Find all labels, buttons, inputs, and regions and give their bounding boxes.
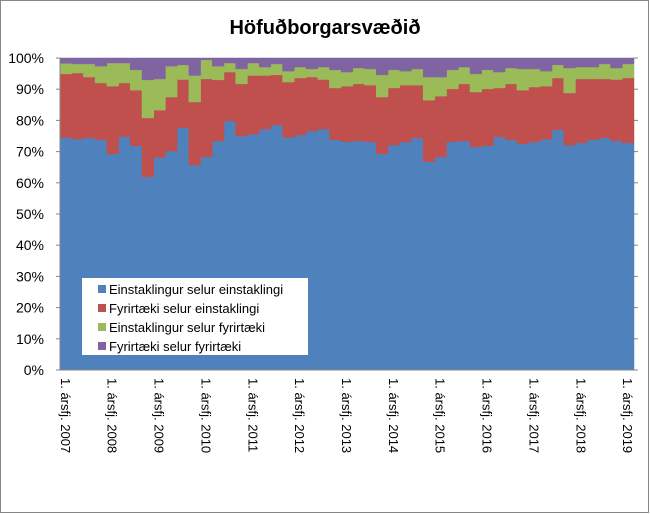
x-tick-label: 1. ársfj. 2016 bbox=[480, 378, 495, 453]
x-tick-label: 1. ársfj. 2010 bbox=[198, 378, 213, 453]
legend-item: Fyrirtæki selur fyrirtæki bbox=[98, 339, 241, 354]
legend-box bbox=[82, 278, 308, 355]
chart-title: Höfuðborgarsvæðið bbox=[229, 17, 420, 39]
x-tick-label: 1. ársfj. 2013 bbox=[339, 378, 354, 453]
x-tick-label: 1. ársfj. 2015 bbox=[433, 378, 448, 453]
x-tick-label: 1. ársfj. 2019 bbox=[620, 378, 635, 453]
x-tick-label: 1. ársfj. 2007 bbox=[58, 378, 73, 453]
legend-item: Einstaklingur selur fyrirtæki bbox=[98, 320, 265, 335]
x-tick-label: 1. ársfj. 2012 bbox=[292, 378, 307, 453]
legend-item: Fyrirtæki selur einstaklingi bbox=[98, 301, 259, 316]
x-tick-label: 1. ársfj. 2011 bbox=[245, 378, 260, 452]
y-tick-label: 90% bbox=[16, 81, 44, 97]
x-tick-label: 1. ársfj. 2008 bbox=[105, 378, 120, 453]
y-tick-label: 50% bbox=[16, 206, 44, 222]
legend-item: Einstaklingur selur einstaklingi bbox=[98, 282, 283, 297]
y-axis: 0% 10% 20% 30% 40% 50% 60% 70% 80% 90% 100% bbox=[8, 50, 638, 378]
series-4 bbox=[59, 57, 635, 81]
legend-swatch-icon bbox=[98, 304, 106, 312]
legend-label: Einstaklingur selur fyrirtæki bbox=[109, 320, 265, 335]
legend-swatch-icon bbox=[98, 342, 106, 350]
x-tick-label: 1. ársfj. 2014 bbox=[386, 378, 401, 453]
y-tick-label: 80% bbox=[16, 112, 44, 128]
y-tick-label: 30% bbox=[16, 268, 44, 284]
x-tick-label: 1. ársfj. 2017 bbox=[526, 378, 541, 453]
y-tick-label: 10% bbox=[16, 331, 44, 347]
legend: Einstaklingur selur einstaklingi Fyrirtæk… bbox=[82, 278, 308, 355]
y-tick-label: 70% bbox=[16, 144, 44, 160]
legend-swatch-icon bbox=[98, 285, 106, 293]
x-tick-label: 1. ársfj. 2009 bbox=[152, 378, 167, 453]
y-tick-label: 40% bbox=[16, 237, 44, 253]
y-tick-label: 0% bbox=[24, 362, 44, 378]
y-tick-label: 20% bbox=[16, 300, 44, 316]
legend-label: Einstaklingur selur einstaklingi bbox=[109, 282, 283, 297]
legend-label: Fyrirtæki selur fyrirtæki bbox=[109, 339, 241, 354]
x-axis: 1. ársfj. 2007 1. ársfj. 2008 1. ársfj. 20… bbox=[58, 369, 635, 453]
legend-label: Fyrirtæki selur einstaklingi bbox=[109, 301, 259, 316]
y-tick-label: 100% bbox=[8, 50, 44, 66]
y-tick-label: 60% bbox=[16, 175, 44, 191]
legend-swatch-icon bbox=[98, 323, 106, 331]
area-fyrirt-ki-selur-fyrirt-ki bbox=[59, 57, 635, 81]
x-tick-label: 1. ársfj. 2018 bbox=[573, 378, 588, 453]
